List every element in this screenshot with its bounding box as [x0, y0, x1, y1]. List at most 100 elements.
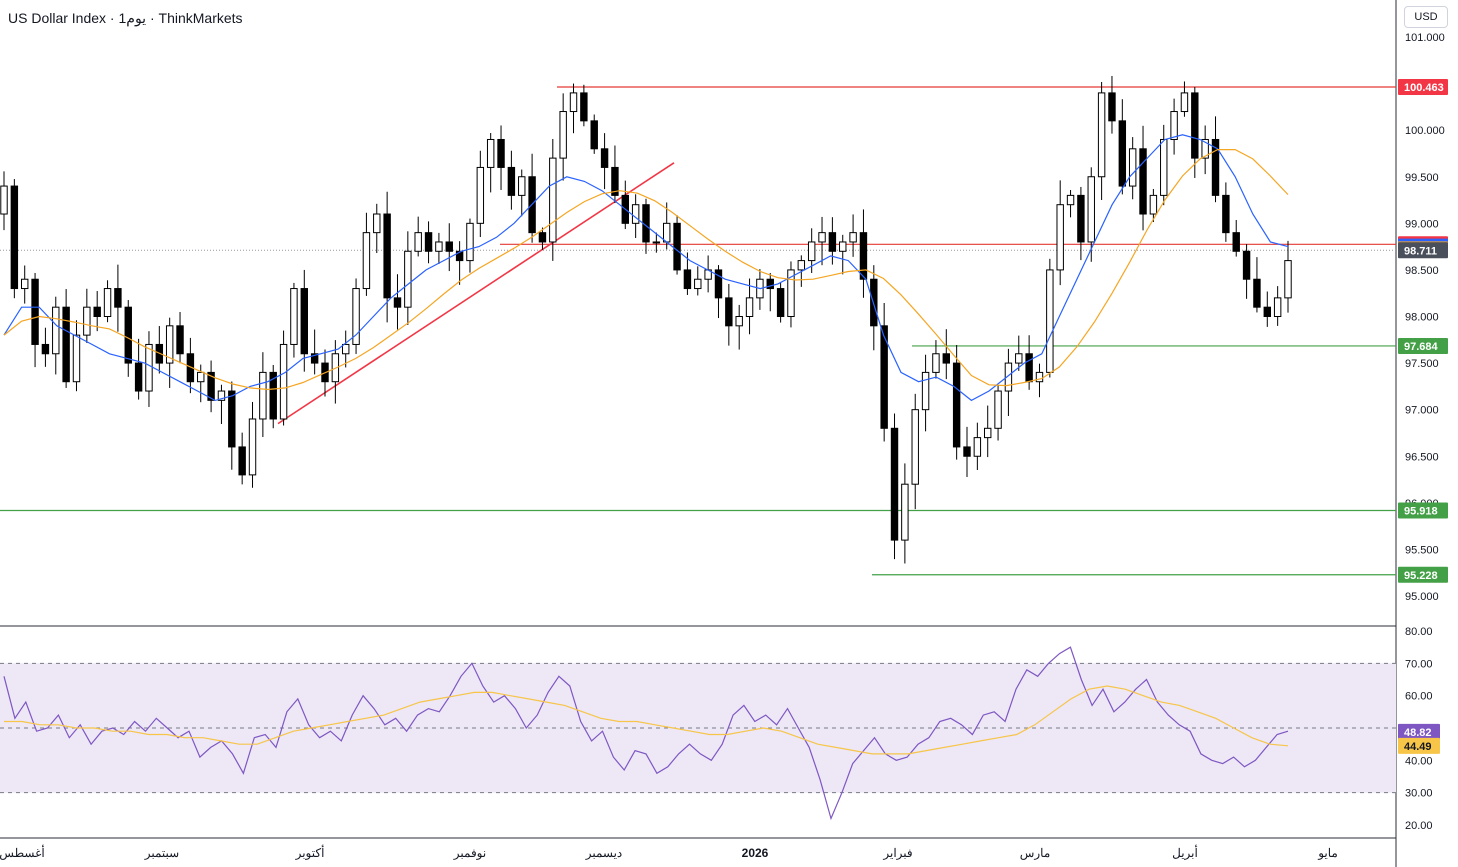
candle-up[interactable] [197, 371, 205, 383]
candle-down[interactable] [114, 288, 122, 308]
candle-up[interactable] [362, 232, 371, 290]
candle-down[interactable] [1263, 306, 1272, 317]
candle-up[interactable] [103, 288, 112, 317]
candle-up[interactable] [1097, 92, 1106, 178]
candle-up[interactable] [1087, 176, 1095, 243]
candle-down[interactable] [776, 288, 785, 317]
candle-up[interactable] [652, 241, 661, 244]
candle-up[interactable] [797, 260, 806, 271]
candle-up[interactable] [486, 138, 495, 168]
candle-up[interactable] [994, 390, 1002, 429]
candle-down[interactable] [228, 390, 236, 448]
candle-up[interactable] [983, 427, 992, 439]
candle-up[interactable] [217, 390, 226, 401]
candle-down[interactable] [725, 297, 733, 327]
candle-down[interactable] [859, 232, 868, 280]
candle-up[interactable] [1046, 269, 1054, 373]
candle-up[interactable] [518, 176, 526, 196]
candle-up[interactable] [1201, 138, 1209, 159]
candle-up[interactable] [921, 371, 930, 411]
candle-down[interactable] [93, 306, 101, 317]
candle-up[interactable] [735, 316, 743, 327]
candle-down[interactable] [300, 288, 309, 355]
candle-down[interactable] [1253, 278, 1261, 308]
candle-down[interactable] [1242, 250, 1251, 280]
candle-down[interactable] [507, 166, 516, 196]
candle-down[interactable] [176, 325, 184, 355]
candle-down[interactable] [1108, 92, 1116, 122]
candle-down[interactable] [393, 297, 402, 308]
candle-up[interactable] [1035, 371, 1044, 383]
price-badge[interactable] [1398, 566, 1448, 583]
candle-up[interactable] [352, 288, 360, 345]
candle-down[interactable] [828, 232, 837, 252]
candle-down[interactable] [310, 353, 319, 364]
candle-up[interactable] [631, 204, 640, 224]
price-badge[interactable] [1398, 242, 1448, 259]
candle-down[interactable] [538, 232, 547, 243]
candle-up[interactable] [849, 232, 857, 243]
candle-down[interactable] [41, 343, 50, 355]
candle-down[interactable] [766, 278, 774, 290]
candle-down[interactable] [238, 446, 246, 476]
candle-down[interactable] [455, 250, 464, 262]
candle-down[interactable] [952, 362, 961, 448]
candle-up[interactable] [279, 343, 288, 420]
candle-down[interactable] [1077, 194, 1085, 243]
candle-up[interactable] [404, 250, 412, 308]
candle-up[interactable] [1004, 362, 1013, 392]
price-badge[interactable] [1398, 79, 1448, 96]
candle-up[interactable] [549, 157, 557, 243]
candle-down[interactable] [880, 325, 888, 429]
candle-up[interactable] [1170, 111, 1178, 140]
candle-down[interactable] [1139, 148, 1147, 215]
candle-up[interactable] [932, 353, 940, 373]
price-badge[interactable] [1398, 337, 1448, 354]
candle-up[interactable] [341, 343, 350, 355]
candle-up[interactable] [476, 166, 485, 224]
candle-down[interactable] [890, 427, 899, 541]
candle-up[interactable] [83, 306, 91, 336]
candle-down[interactable] [673, 222, 681, 271]
candle-up[interactable] [1284, 260, 1292, 299]
currency-button[interactable]: USD [1404, 6, 1448, 28]
candle-up[interactable] [662, 222, 671, 243]
candle-up[interactable] [259, 371, 267, 420]
candle-down[interactable] [207, 371, 215, 401]
candle-down[interactable] [134, 362, 143, 392]
candle-up[interactable] [1273, 297, 1282, 318]
candle-up[interactable] [373, 213, 381, 234]
candle-up[interactable] [1160, 138, 1168, 196]
candle-up[interactable] [248, 418, 257, 476]
candle-down[interactable] [383, 213, 391, 299]
candle-up[interactable] [145, 343, 153, 392]
candle-down[interactable] [1232, 232, 1240, 252]
candle-up[interactable] [569, 92, 578, 113]
candle-up[interactable] [1066, 194, 1075, 206]
candle-up[interactable] [72, 334, 81, 383]
candle-up[interactable] [466, 222, 474, 262]
trendline[interactable] [277, 162, 675, 425]
candle-up[interactable] [1056, 204, 1064, 271]
candle-up[interactable] [1149, 194, 1158, 215]
candle-down[interactable] [963, 446, 971, 457]
candle-down[interactable] [424, 232, 433, 252]
candle-up[interactable] [1180, 92, 1189, 113]
candle-up[interactable] [290, 288, 298, 345]
rsi-badge[interactable] [1398, 723, 1440, 740]
candle-up[interactable] [1128, 148, 1137, 187]
candle-down[interactable] [590, 120, 598, 150]
candle-down[interactable] [611, 166, 619, 196]
candle-down[interactable] [10, 185, 19, 290]
candle-down[interactable] [714, 269, 723, 299]
candle-down[interactable] [1118, 120, 1127, 187]
candle-down[interactable] [1211, 138, 1220, 196]
candle-down[interactable] [124, 306, 132, 364]
candle-up[interactable] [839, 241, 847, 252]
candle-down[interactable] [269, 371, 277, 420]
candle-down[interactable] [600, 148, 609, 168]
candle-down[interactable] [942, 353, 951, 364]
candle-down[interactable] [580, 92, 588, 122]
